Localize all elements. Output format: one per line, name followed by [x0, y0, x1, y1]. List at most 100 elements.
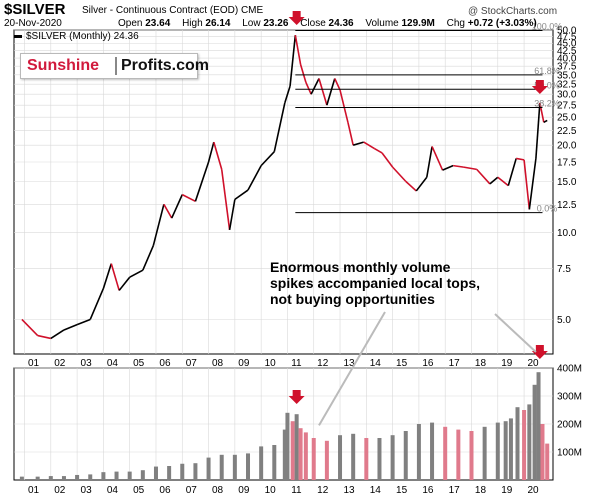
price-segment: [463, 166, 477, 171]
volume-bar: [503, 421, 508, 480]
volume-bar: [219, 454, 224, 480]
chart-symbol: $SILVER: [4, 1, 66, 18]
year-tick-label-volume: 03: [81, 485, 93, 496]
price-segment: [305, 81, 312, 95]
price-segment: [260, 151, 275, 167]
year-tick-label: 11: [291, 358, 302, 369]
price-segment: [163, 203, 173, 219]
volume-bar: [508, 418, 513, 480]
price-segment: [129, 269, 144, 278]
price-segment: [289, 35, 297, 87]
volume-bar: [88, 474, 93, 480]
fib-level-label: 100.0%: [532, 22, 563, 32]
price-tick-label: 17.5: [557, 157, 577, 168]
price-tick-label: 20.0: [557, 141, 577, 152]
price-segment: [284, 85, 291, 104]
year-tick-label-volume: 11: [291, 485, 302, 496]
price-segment: [194, 161, 210, 202]
year-tick-label: 14: [370, 358, 382, 369]
volume-bar: [364, 438, 369, 480]
price-segment: [339, 89, 349, 123]
high-value: 26.14: [205, 18, 231, 29]
volume-bar: [180, 463, 185, 480]
volume-bar: [206, 457, 211, 480]
volume-bar: [232, 454, 237, 480]
price-segment: [213, 141, 223, 170]
volume-bar: [522, 410, 527, 480]
year-tick-label-volume: 01: [28, 485, 40, 496]
volume-bar: [298, 428, 303, 480]
volume-arrow-2011-icon: [288, 390, 305, 404]
open-value: 23.64: [145, 18, 171, 29]
year-tick-label: 12: [317, 358, 329, 369]
close-label: Close: [300, 18, 326, 29]
price-tick-label: 40.0: [557, 54, 577, 65]
price-tick-label: 7.5: [557, 264, 571, 275]
open-label: Open: [118, 18, 143, 29]
year-tick-label-volume: 04: [107, 485, 119, 496]
price-segment: [381, 152, 394, 168]
year-tick-label: 09: [238, 358, 250, 369]
year-tick-label: 15: [396, 358, 408, 369]
year-tick-label-volume: 13: [343, 485, 355, 496]
volume-bar: [482, 426, 487, 480]
year-tick-label: 02: [54, 358, 66, 369]
price-tick-label: 32.5: [557, 80, 577, 91]
volume-bar: [303, 432, 308, 480]
price-tick-label: 15.0: [557, 177, 577, 188]
volume-bar: [443, 426, 448, 480]
chg-value: +0.72 (+3.03%): [467, 18, 537, 29]
price-segment: [347, 122, 354, 146]
price-segment: [299, 64, 307, 83]
price-tick-label: 45.0: [557, 39, 577, 50]
year-tick-label-volume: 09: [238, 485, 250, 496]
volume-bar: [114, 471, 119, 480]
volume-bar: [153, 466, 158, 480]
price-tick-label: 30.0: [557, 90, 577, 101]
year-tick-label: 01: [28, 358, 40, 369]
volume-bar: [167, 466, 172, 480]
year-tick-label-volume: 08: [212, 485, 224, 496]
volume-bar: [259, 446, 264, 480]
price-segment: [247, 165, 262, 191]
price-segment: [220, 169, 231, 230]
price-segment: [234, 189, 249, 201]
logo-profits-text: Profits.com: [121, 57, 210, 74]
peak-arrow-icon: [288, 11, 305, 25]
price-segment: [273, 102, 286, 152]
price-tick-label: 22.5: [557, 126, 577, 137]
year-tick-label: 06: [159, 358, 171, 369]
year-tick-label: 18: [475, 358, 487, 369]
price-segment: [76, 318, 91, 326]
price-segment: [516, 157, 525, 161]
year-tick-label-volume: 07: [186, 485, 198, 496]
year-tick-label-volume: 10: [265, 485, 277, 496]
chart-description: Silver - Continuous Contract (EOD) CME: [82, 5, 263, 16]
year-tick-label: 05: [133, 358, 145, 369]
volume-bar: [403, 431, 408, 480]
price-tick-label: 5.0: [557, 315, 571, 326]
exchange-label: CME: [240, 5, 264, 16]
high-label: High: [182, 18, 203, 29]
series-legend: $SILVER (Monthly) 24.36: [14, 31, 139, 42]
price-tick-label: 42.5: [557, 46, 577, 57]
year-tick-label-volume: 06: [159, 485, 171, 496]
year-tick-label: 07: [186, 358, 198, 369]
price-segment: [181, 193, 196, 203]
volume-label: Volume: [365, 18, 399, 29]
price-segment: [497, 176, 509, 187]
year-tick-label: 17: [449, 358, 461, 369]
year-tick-label: 20: [528, 358, 540, 369]
price-segment: [426, 146, 433, 178]
volume-spike-arrow-icon: [531, 345, 548, 359]
price-tick-label: 37.5: [557, 62, 577, 73]
price-tick-label: 50.0: [557, 26, 577, 37]
price-tick-label: 25.0: [557, 113, 577, 124]
year-tick-label-volume: 14: [370, 485, 382, 496]
volume-bar: [35, 476, 40, 480]
volume-bar: [495, 422, 500, 480]
annotation-text: Enormous monthly volume spikes accompani…: [270, 259, 481, 307]
volume-bar: [19, 476, 24, 480]
year-tick-label-volume: 16: [422, 485, 434, 496]
